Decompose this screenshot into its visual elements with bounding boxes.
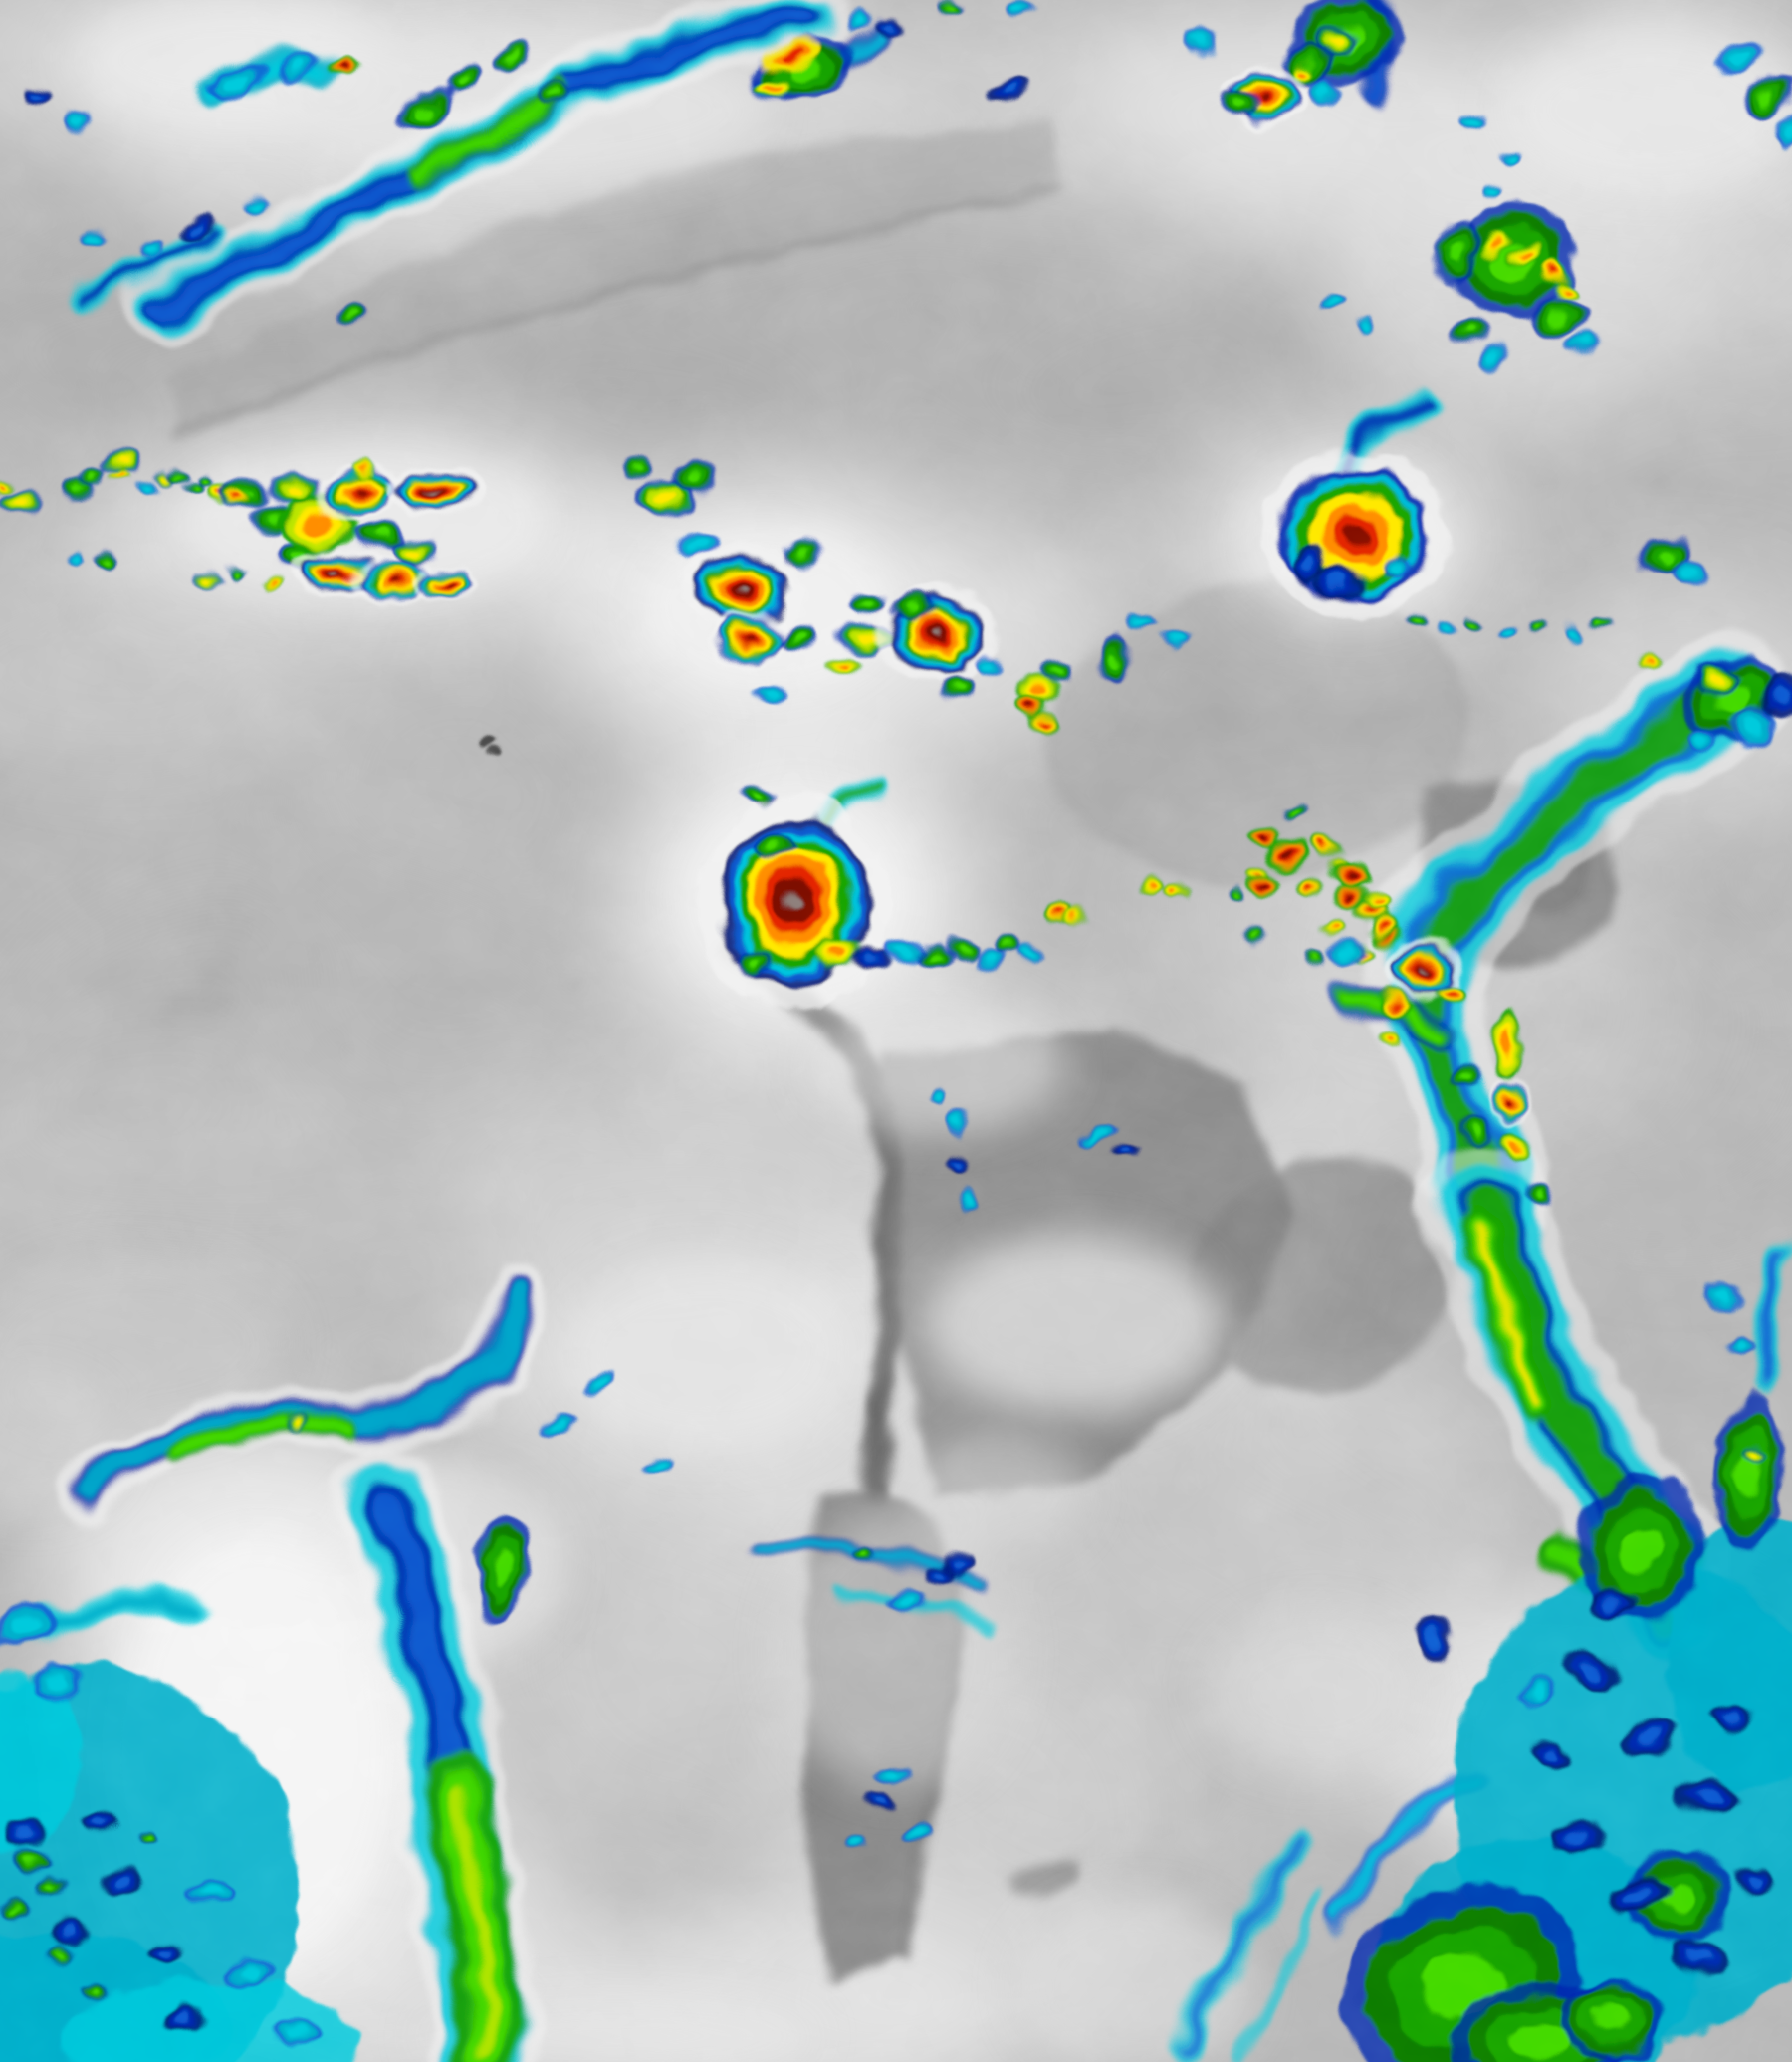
- cloud-texture-fine: [0, 0, 1792, 2062]
- satellite-ir-scene: [0, 0, 1792, 2062]
- satellite-image-viewport: [0, 0, 1792, 2062]
